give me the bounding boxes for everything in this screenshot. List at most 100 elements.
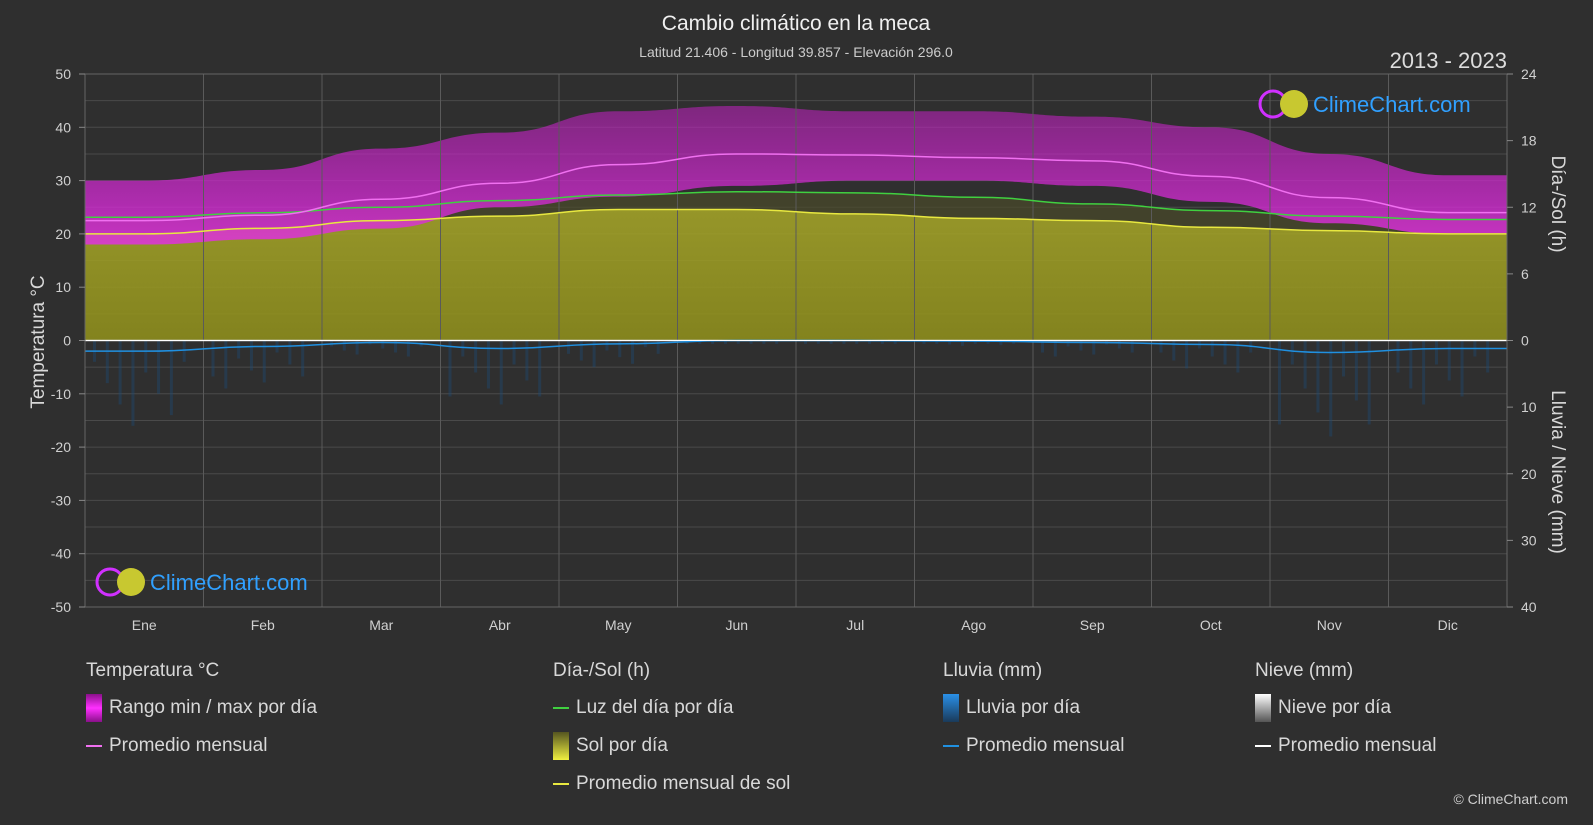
right-top-tick-label: 18 [1521,133,1537,149]
rain-daily-bar [1422,340,1426,405]
rain-daily-bar [960,340,964,346]
rain-daily-bar [1290,340,1294,365]
rain-daily-bar [567,340,570,354]
logo-sun-icon [117,568,145,596]
rain-daily-bar [131,340,135,426]
month-label: Jul [846,617,864,633]
rain-daily-bar [499,340,503,405]
rain-daily-bar [406,340,410,357]
legend-snow: Nieve (mm) Nieve por día Promedio mensua… [1255,660,1436,772]
rain-daily-bar [1185,340,1189,369]
left-axis-label: Temperatura °C [28,275,49,408]
legend-snow-item1: Nieve por día [1278,697,1392,718]
green-line-swatch [553,707,569,709]
legend-sun-item3: Promedio mensual de sol [576,773,791,794]
magenta-line-swatch [86,745,102,747]
rain-daily-bar [723,340,727,344]
rain-daily-bar [1342,340,1346,377]
magenta-range-swatch [86,694,102,722]
rain-daily-bar [394,340,398,353]
rain-daily-bar [1210,340,1214,357]
rain-daily-bar [922,340,926,344]
month-label: Nov [1317,617,1342,633]
logo-sun-icon [1280,90,1308,118]
legend-temp-item2: Promedio mensual [109,735,268,756]
rain-daily-bar [224,340,228,389]
copyright: © ClimeChart.com [1453,791,1568,807]
rain-daily-bar [182,340,186,362]
month-label: Dic [1438,617,1458,633]
month-label: Ene [132,617,157,633]
rain-daily-bar [804,340,807,344]
legend-temperature: Temperatura °C Rango min / max por día P… [86,660,317,772]
month-label: May [605,617,631,633]
logo-text-bottom: ClimeChart.com [150,570,308,595]
rain-daily-bar [816,340,820,344]
yellow-line-swatch [553,783,569,785]
rain-daily-bar [1092,340,1096,355]
month-label: Mar [369,617,393,633]
month-label: Jun [725,617,748,633]
legend-sun-item2: Sol por día [576,735,668,756]
legend-sun: Día-/Sol (h) Luz del día por día Sol por… [553,660,790,810]
rain-daily-bar [1434,340,1438,365]
left-tick-label: -10 [51,386,71,402]
rain-daily-bar [631,340,635,364]
rain-daily-bar [1159,340,1163,353]
legend-rain-heading: Lluvia (mm) [943,660,1043,681]
month-label: Sep [1080,617,1105,633]
rain-daily-bar [1053,340,1057,357]
rain-daily-bar [262,340,266,383]
rain-daily-bar [1172,340,1176,361]
rain-daily-bar [986,340,990,344]
rain-daily-bar [592,340,596,368]
right-bottom-tick-label: 10 [1521,399,1537,415]
rain-daily-bar [618,340,622,358]
legend-rain-item1: Lluvia por día [966,697,1081,718]
rain-daily-bar [249,340,253,371]
right-top-tick-label: 6 [1521,266,1529,282]
rain-daily-bar [237,340,241,359]
rain-daily-bar [579,340,583,361]
rain-daily-bar [211,340,215,377]
left-tick-label: -20 [51,439,71,455]
rain-daily-bar [762,340,766,344]
left-tick-label: 50 [55,66,71,82]
sun-box-swatch [553,732,569,760]
right-top-tick-label: 24 [1521,66,1537,82]
rain-daily-bar [749,340,753,344]
rain-daily-bar [711,340,715,344]
rain-daily-bar [1117,340,1121,349]
rain-daily-bar [342,340,346,351]
left-tick-label: 0 [63,333,71,349]
rain-daily-bar [1316,340,1320,413]
rain-daily-bar [1447,340,1451,381]
temperature-avg-line [85,153,1507,222]
rain-daily-bar [538,340,542,397]
blue-line-swatch [943,745,959,747]
rain-daily-bar [1396,340,1400,373]
month-label: Abr [489,617,511,633]
rain-daily-bar [656,340,660,354]
rain-daily-bar [169,340,173,416]
legend-snow-heading: Nieve (mm) [1255,660,1354,681]
rain-daily-bar [157,340,161,394]
left-tick-label: 40 [55,119,71,135]
rain-daily-bar [474,340,478,373]
right-bottom-tick-label: 20 [1521,466,1537,482]
rain-box-swatch [943,694,959,722]
right-bottom-tick-label: 30 [1521,532,1537,548]
rain-daily-bar [775,340,779,344]
logo-bottom: ClimeChart.com [95,567,308,597]
rain-daily-bar [1486,340,1490,373]
rain-daily-bar [1367,340,1371,425]
rain-daily-bar [1130,340,1134,353]
rain-daily-bar [525,340,529,381]
rain-daily-bar [1236,340,1240,373]
rain-daily-bar [1278,340,1281,425]
rain-daily-bar [999,340,1003,346]
right-axis-label-top: Día-/Sol (h) [1547,155,1568,252]
rain-daily-bar [973,340,977,344]
rain-daily-bar [486,340,490,389]
rain-daily-bar [1041,340,1044,353]
